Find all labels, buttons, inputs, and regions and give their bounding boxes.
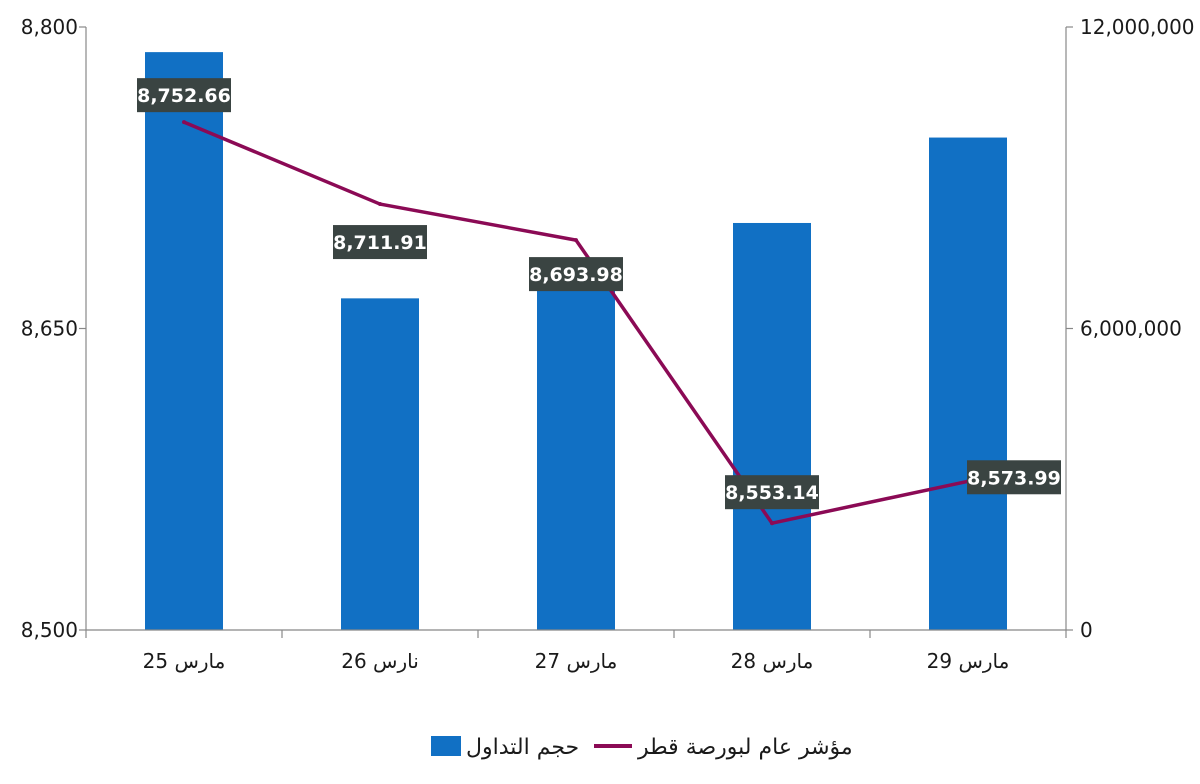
data-label-text: 8,553.14	[725, 482, 819, 504]
x-tick-label: 29 مارس	[927, 649, 1010, 673]
data-label-text: 8,573.99	[967, 467, 1061, 489]
legend: حجم التداول مؤشر عام لبورصة قطر	[431, 735, 853, 760]
data-label-box	[137, 78, 231, 113]
line-point	[182, 120, 186, 125]
x-tick-label: 25 مارس	[143, 649, 226, 673]
data-label-box	[967, 460, 1061, 495]
legend-label-line: مؤشر عام لبورصة قطر	[637, 735, 853, 760]
data-label-box	[725, 475, 819, 510]
line-point	[574, 238, 578, 243]
data-label-text: 8,693.98	[529, 264, 623, 286]
data-label-box	[529, 257, 623, 292]
x-tick-label: 26 نارس	[341, 649, 419, 673]
axes-layer: 8,500 8,650 8,800 0 6,000,000 12,000,000 25 ما…	[21, 15, 1195, 673]
data-label: 8,752.66	[137, 78, 231, 113]
bar	[341, 298, 419, 630]
right-y-tick-label: 12,000,000	[1080, 15, 1195, 39]
legend-swatch-bar	[431, 736, 461, 756]
data-label-text: 8,752.66	[137, 85, 231, 107]
data-labels-layer: 8,752.66 8,711.91 8,693.98 8,553.14 8,573.99	[137, 78, 1061, 510]
bars-layer	[145, 52, 1007, 631]
data-label: 8,693.98	[529, 257, 623, 292]
data-label-box	[333, 225, 427, 260]
bar	[929, 137, 1007, 631]
x-tick-label: 27 مارس	[535, 649, 618, 673]
bar	[145, 52, 223, 630]
line-point	[770, 521, 774, 526]
left-y-tick-label: 8,650	[21, 317, 78, 341]
line-point	[378, 202, 382, 207]
data-label: 8,711.91	[333, 225, 427, 260]
data-label-text: 8,711.91	[333, 232, 427, 254]
data-label: 8,573.99	[967, 460, 1061, 495]
x-tick-label: 28 مارس	[731, 649, 814, 673]
left-y-tick-label: 8,500	[21, 618, 78, 642]
right-y-tick-label: 0	[1080, 618, 1093, 642]
bar	[733, 222, 811, 630]
data-label: 8,553.14	[725, 475, 819, 510]
left-y-tick-label: 8,800	[21, 15, 78, 39]
right-y-tick-label: 6,000,000	[1080, 317, 1182, 341]
legend-label-bar: حجم التداول	[466, 735, 579, 760]
bar	[537, 263, 615, 630]
